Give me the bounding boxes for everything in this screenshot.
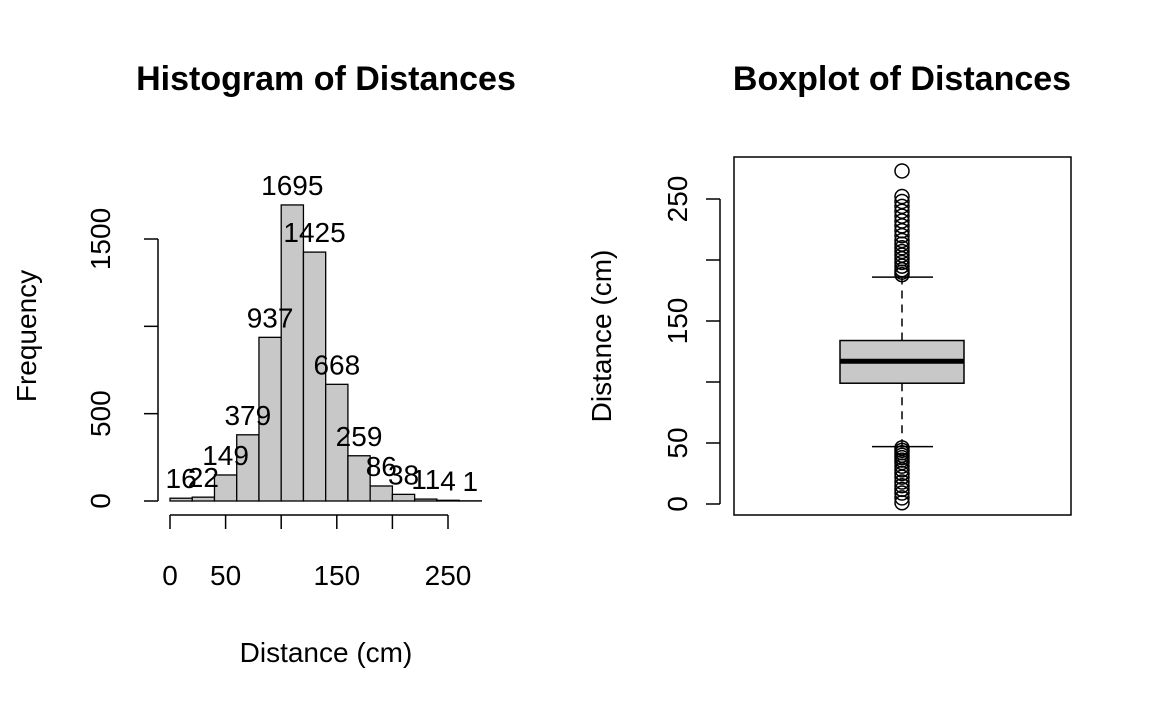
histogram-y-axis: 0 500 1500 (85, 208, 158, 509)
histogram-x-axis: 0 50 150 250 (162, 515, 471, 591)
histogram-bar-label-8: 259 (336, 421, 383, 452)
histogram-bar-label-2: 149 (202, 440, 249, 471)
histogram-x-axis-title: Distance (cm) (240, 637, 413, 668)
histogram-bar-12 (437, 500, 459, 501)
boxplot-title: Boxplot of Distances (733, 60, 1071, 98)
histogram-bar-label-5: 1695 (261, 170, 323, 201)
histogram-bar-label-7: 668 (313, 349, 360, 380)
histogram-y-axis-title: Frequency (11, 270, 42, 402)
boxplot-y-axis-title: Distance (cm) (586, 250, 617, 423)
boxplot-y-tick-label-3: 150 (662, 298, 693, 345)
histogram-y-tick-label-3: 1500 (85, 208, 116, 270)
histogram-bar-label-13: 1 (462, 466, 478, 497)
histogram-bar-label-3: 379 (224, 400, 271, 431)
histogram-x-tick-label-5: 250 (425, 560, 472, 591)
boxplot-y-tick-label-1: 50 (662, 427, 693, 458)
boxplot-y-tick-label-5: 250 (662, 176, 693, 223)
boxplot-y-axis: 0 50 150 250 (662, 176, 720, 512)
histogram-bar-label-12: 4 (440, 465, 456, 496)
histogram-bar-11 (415, 499, 437, 501)
histogram-title: Histogram of Distances (136, 60, 516, 98)
histogram-bar-5 (281, 205, 303, 501)
histogram-bar-10 (392, 494, 414, 501)
histogram-bar-1 (192, 497, 214, 501)
boxplot-outlier-37 (895, 164, 909, 178)
histogram-y-tick-label-1: 500 (85, 390, 116, 437)
histogram-bar-label-4: 937 (247, 302, 294, 333)
histogram-x-tick-label-3: 150 (313, 560, 360, 591)
boxplot-elements (840, 277, 964, 447)
boxplot-y-tick-label-0: 0 (662, 496, 693, 512)
histogram-bar-label-11: 11 (411, 464, 440, 495)
boxplot-panel: Boxplot of Distances Distance (cm) 0 50 15… (586, 60, 1071, 515)
histogram-panel: Histogram of Distances Distance (cm) Fre… (11, 60, 516, 668)
histogram-bar-label-6: 1425 (283, 217, 345, 248)
histogram-y-tick-label-0: 0 (85, 493, 116, 509)
histogram-x-tick-label-0: 0 (162, 560, 178, 591)
histogram-x-tick-label-1: 50 (210, 560, 241, 591)
histogram-bar-0 (170, 498, 192, 501)
